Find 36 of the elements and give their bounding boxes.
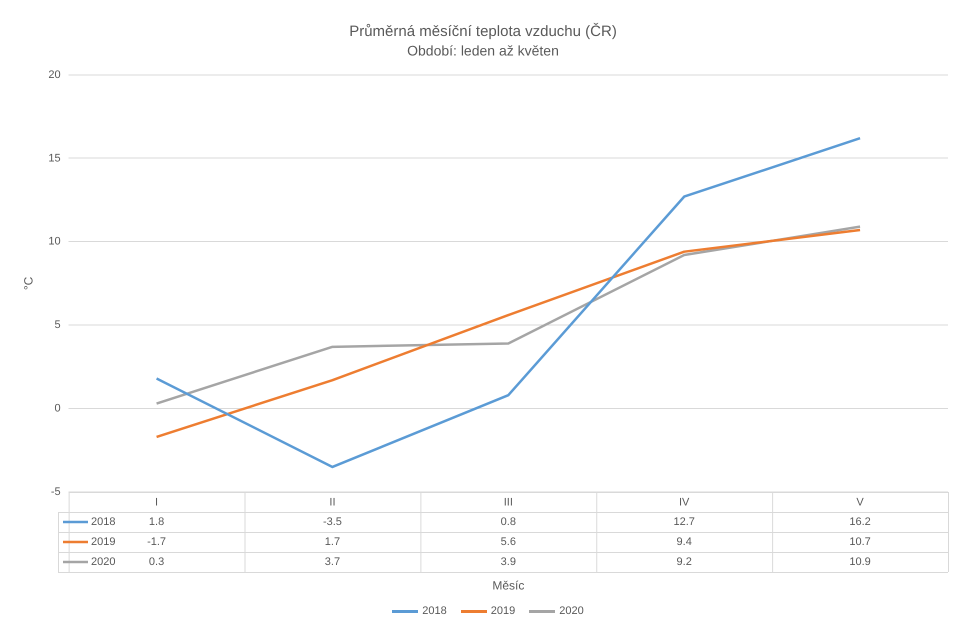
chart-subtitle: Období: leden až květen xyxy=(407,42,559,58)
data-label: 1.8 xyxy=(148,516,164,528)
data-label: -3.5 xyxy=(322,516,342,528)
chart-title: Průměrná měsíční teplota vzduchu (ČR) xyxy=(349,22,617,40)
data-label: 0.3 xyxy=(148,556,164,568)
data-label: 10.9 xyxy=(849,556,871,568)
data-label: 10.7 xyxy=(849,536,871,548)
data-label: 3.7 xyxy=(324,556,340,568)
y-axis-title: °C xyxy=(22,276,36,290)
text: 2018 xyxy=(422,605,447,617)
legend-label: 2020 xyxy=(91,556,116,568)
text: Měsíc xyxy=(492,578,524,592)
legend-label: 2019 xyxy=(91,536,116,548)
data-label: -1.7 xyxy=(147,536,166,548)
data-label: 16.2 xyxy=(849,516,871,528)
y-tick-label: 10 xyxy=(48,236,61,248)
y-tick-label: 20 xyxy=(48,68,61,81)
y-tick-label: 0 xyxy=(54,402,61,415)
data-label: 1.7 xyxy=(324,536,340,548)
x-tick-label: III xyxy=(504,496,513,509)
x-tick-label: IV xyxy=(678,496,690,509)
text: 2019 xyxy=(490,605,516,617)
data-label: 5.6 xyxy=(500,536,516,548)
text: 2020 xyxy=(559,605,584,617)
legend-label: 2018 xyxy=(91,516,116,528)
x-tick-label: I xyxy=(155,496,158,509)
data-label: 9.4 xyxy=(676,536,692,548)
y-tick-label: 5 xyxy=(54,319,61,332)
data-label: 3.9 xyxy=(500,556,516,568)
x-tick-label: V xyxy=(856,496,864,509)
data-label: 9.2 xyxy=(676,556,692,568)
y-tick-label: -5 xyxy=(50,486,61,498)
x-tick-label: II xyxy=(329,496,336,509)
data-label: 12.7 xyxy=(673,516,695,528)
y-tick-label: 15 xyxy=(48,152,61,164)
data-label: 0.8 xyxy=(500,516,516,528)
